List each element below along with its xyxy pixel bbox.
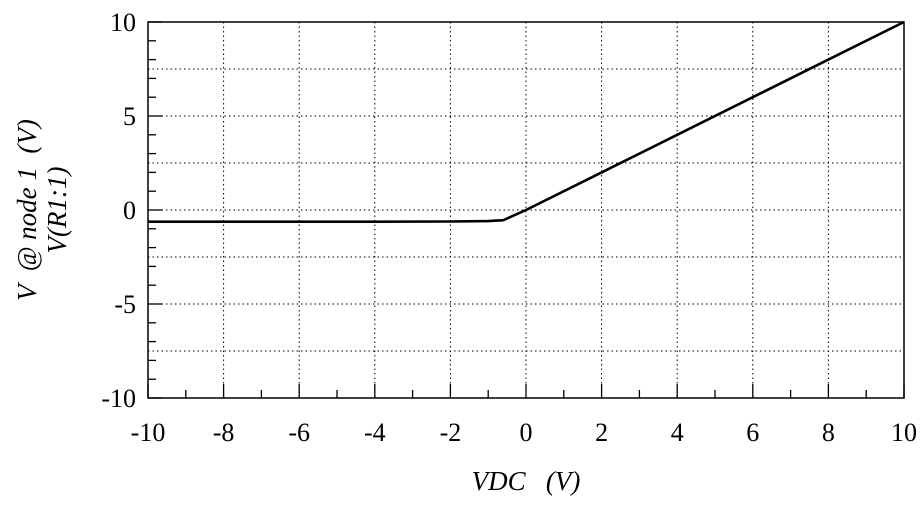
series-layer (148, 20, 905, 223)
x-tick-label: 8 (822, 418, 835, 447)
y-tick-label: 0 (123, 196, 136, 225)
x-tick-label: -6 (288, 418, 310, 447)
x-tick-label: 2 (595, 418, 608, 447)
x-tick-label: 4 (671, 418, 684, 447)
x-tick-label: 10 (891, 418, 917, 447)
y-tick-label: 10 (110, 8, 136, 37)
y-tick-label: -10 (101, 384, 136, 413)
x-tick-label: -10 (131, 418, 166, 447)
x-axis-title: VDC (V) (472, 466, 581, 496)
series-line (148, 20, 905, 223)
tick-labels: -10 -8 -6 -4 -2 0 2 4 6 8 10 10 5 0 -5 -10 (101, 8, 917, 447)
x-tick-label: -4 (364, 418, 386, 447)
y-tick-label: 5 (123, 102, 136, 131)
x-tick-label: 6 (746, 418, 759, 447)
x-tick-label: 0 (520, 418, 533, 447)
x-tick-label: -8 (213, 418, 235, 447)
x-tick-label: -2 (440, 418, 462, 447)
axis-ticks (147, 21, 905, 399)
y-tick-label: -5 (114, 290, 136, 319)
grid (148, 22, 904, 398)
y-axis-title: V @ node 1 (V) (12, 119, 42, 301)
y-axis-series-label: V(R1:1) (42, 167, 72, 254)
